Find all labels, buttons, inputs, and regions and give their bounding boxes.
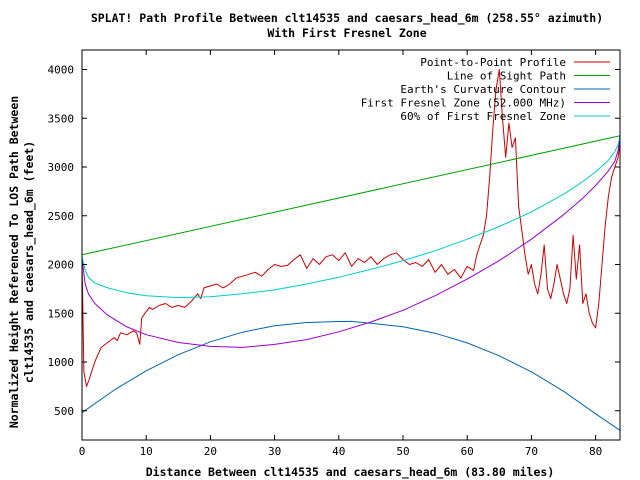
x-axis-label: Distance Between clt14535 and caesars_he…: [146, 465, 555, 480]
y-axis-label-line2: clt14535 and caesars_head_6m (feet): [22, 141, 37, 383]
x-tick-label: 0: [79, 445, 86, 458]
series-line-line-of-sight-path: [81, 135, 621, 256]
y-tick-label: 1500: [48, 307, 75, 320]
x-tick-label: 70: [525, 445, 538, 458]
plot-frame: [81, 49, 621, 441]
x-tick-label: 10: [140, 445, 153, 458]
x-tick-label: 30: [268, 445, 281, 458]
chart-title: SPLAT! Path Profile Between clt14535 and…: [91, 11, 603, 26]
legend-label-first-fresnel-zone-52-000-mhz: First Fresnel Zone (52.000 MHz): [361, 97, 566, 110]
ticks-layer: 0 10 20 30 40 50 60 70 80 500 1000 1500 2000 2500 3000…: [48, 50, 620, 458]
x-tick-label: 20: [204, 445, 217, 458]
y-tick-label: 2500: [48, 210, 75, 223]
series-layer: [81, 69, 621, 431]
legend-label-line-of-sight-path: Line of Sight Path: [447, 70, 566, 83]
chart-subtitle: With First Fresnel Zone: [267, 26, 426, 40]
y-tick-label: 2000: [48, 259, 75, 272]
series-line-point-to-point-profile: [81, 69, 621, 387]
series-line-first-fresnel-zone-52-000-mhz: [81, 135, 621, 348]
y-axis-label-line1: Normalized Height Referenced To LOS Path…: [7, 96, 21, 428]
y-tick-label: 500: [54, 405, 74, 418]
x-tick-label: 50: [396, 445, 409, 458]
y-tick-label: 4000: [48, 64, 75, 77]
x-tick-label: 40: [332, 445, 345, 458]
x-tick-label: 80: [589, 445, 602, 458]
legend-label-earth-s-curvature-contour: Earth's Curvature Contour: [400, 83, 566, 96]
y-tick-label: 1000: [48, 356, 75, 369]
series-line-60-of-first-fresnel-zone: [81, 135, 621, 299]
x-tick-label: 60: [461, 445, 474, 458]
y-tick-label: 3000: [48, 161, 75, 174]
legend-label-point-to-point-profile: Point-to-Point Profile: [420, 56, 566, 69]
series-line-earth-s-curvature-contour: [81, 320, 621, 431]
legend-label-60-of-first-fresnel-zone: 60% of First Fresnel Zone: [400, 110, 566, 123]
y-tick-label: 3500: [48, 112, 75, 125]
